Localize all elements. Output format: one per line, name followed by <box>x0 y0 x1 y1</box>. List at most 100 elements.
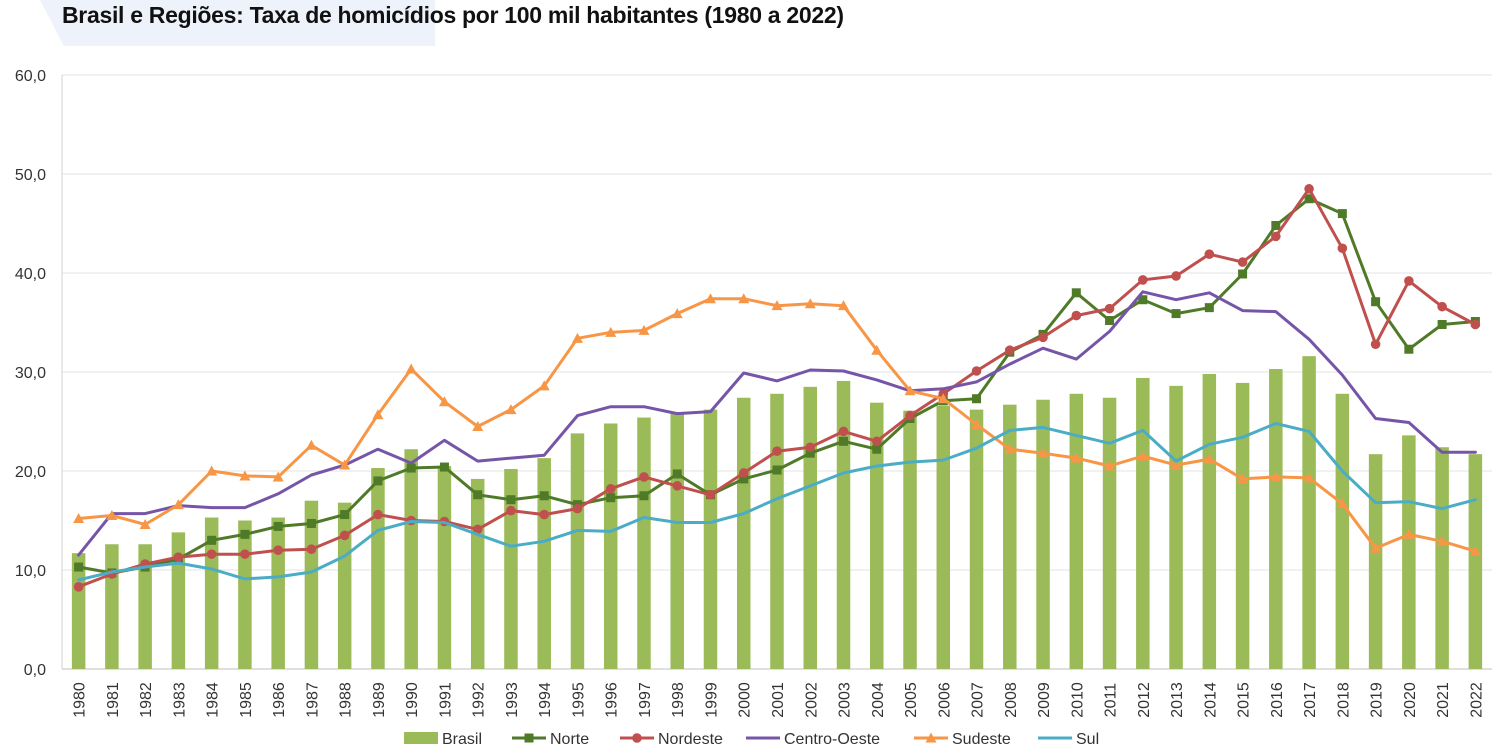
x-tick-label: 1996 <box>604 682 621 718</box>
point-sudeste <box>438 396 450 407</box>
point-norte <box>639 491 649 501</box>
point-norte <box>1337 209 1347 219</box>
point-sudeste <box>1270 471 1282 482</box>
x-tick-label: 1989 <box>371 682 388 718</box>
x-tick-label: 1993 <box>504 682 521 718</box>
x-tick-label: 2003 <box>837 682 854 718</box>
legend-label-norte: Norte <box>550 731 589 746</box>
point-nordeste <box>838 426 849 437</box>
x-tick-label: 1991 <box>437 682 454 718</box>
point-nordeste <box>1437 301 1447 312</box>
x-tick-label: 2010 <box>1069 682 1086 718</box>
point-norte <box>1437 319 1447 329</box>
bar-brasil <box>1302 356 1316 669</box>
point-sudeste <box>106 510 118 521</box>
point-sudeste <box>937 393 949 404</box>
point-nordeste <box>1470 319 1481 330</box>
point-nordeste <box>1370 339 1381 350</box>
point-nordeste <box>1138 275 1148 285</box>
point-nordeste <box>539 509 550 520</box>
x-tick-label: 1982 <box>138 682 155 718</box>
x-tick-label: 2022 <box>1468 682 1485 718</box>
point-sudeste <box>571 332 583 343</box>
bar-brasil <box>736 397 751 669</box>
point-sudeste <box>339 459 351 470</box>
bar-brasil <box>836 380 851 669</box>
point-norte <box>1071 288 1081 298</box>
bar-brasil <box>437 466 452 669</box>
point-sudeste <box>704 293 716 304</box>
point-sudeste <box>671 308 683 319</box>
bar-brasil <box>670 412 684 669</box>
point-sudeste <box>904 385 916 396</box>
x-tick-label: 1994 <box>537 682 554 718</box>
x-tick-label: 2015 <box>1236 682 1253 718</box>
bar-brasil <box>1335 393 1350 669</box>
legend-label-sul: Sul <box>1076 731 1099 746</box>
point-sudeste <box>139 518 151 529</box>
x-tick-label: 2009 <box>1036 682 1053 718</box>
point-sudeste <box>1170 459 1182 470</box>
legend-label-centro-oeste: Centro-Oeste <box>784 731 880 746</box>
point-sudeste <box>804 298 816 309</box>
bar-brasil <box>1102 397 1117 669</box>
point-norte <box>74 562 84 572</box>
bar-brasil <box>138 544 152 669</box>
point-sudeste <box>206 465 218 476</box>
x-tick-label: 2021 <box>1435 682 1452 718</box>
point-sudeste <box>1237 473 1249 484</box>
point-nordeste <box>705 489 716 500</box>
point-nordeste <box>273 545 283 555</box>
legend: Brasil Norte Nordeste Centro-Oeste Sudeste Su… <box>404 731 1099 746</box>
bar-brasil <box>271 517 285 669</box>
point-norte <box>506 495 516 505</box>
x-tick-label: 2019 <box>1369 682 1386 718</box>
point-sudeste <box>871 344 883 355</box>
y-tick-label: 20,0 <box>15 464 46 481</box>
point-nordeste <box>173 552 184 562</box>
point-sudeste <box>1336 498 1348 509</box>
point-norte <box>1105 316 1115 326</box>
bar-brasil <box>903 410 917 669</box>
legend-marker-norte <box>524 733 534 743</box>
point-sudeste <box>1037 447 1049 458</box>
bar-brasil <box>1468 454 1483 669</box>
point-norte <box>1404 344 1414 354</box>
x-tick-label: 2004 <box>870 682 887 718</box>
point-nordeste <box>506 505 516 516</box>
x-tick-label: 2005 <box>903 682 920 718</box>
point-sudeste <box>538 380 550 391</box>
point-nordeste <box>1337 243 1348 254</box>
point-nordeste <box>971 366 982 376</box>
point-nordeste <box>206 549 217 559</box>
point-nordeste <box>373 509 383 520</box>
x-tick-label: 2018 <box>1335 682 1352 718</box>
point-norte <box>839 436 849 446</box>
point-norte <box>1371 297 1381 307</box>
x-tick-label: 2002 <box>803 682 820 718</box>
point-norte <box>373 476 383 486</box>
bar-brasil <box>1136 377 1150 669</box>
point-norte <box>340 510 350 520</box>
x-tick-label: 1992 <box>471 682 488 718</box>
bar-brasil <box>371 468 385 669</box>
point-norte <box>606 493 616 503</box>
point-norte <box>972 394 982 404</box>
point-norte <box>1271 220 1281 230</box>
line-sul <box>77 422 1477 582</box>
y-axis-ticks: 0,0 10,0 20,0 30,0 40,0 50,0 60,0 <box>15 68 46 679</box>
bar-brasil <box>504 469 518 669</box>
x-tick-label: 1988 <box>338 682 355 718</box>
point-nordeste <box>1004 345 1015 356</box>
point-sudeste <box>971 418 983 429</box>
point-nordeste <box>73 582 84 592</box>
point-nordeste <box>1304 184 1314 194</box>
x-tick-label: 2008 <box>1003 682 1020 718</box>
point-nordeste <box>871 436 882 447</box>
point-nordeste <box>1271 231 1281 242</box>
point-sudeste <box>505 404 517 415</box>
point-norte <box>872 444 882 454</box>
x-tick-label: 1987 <box>304 682 321 718</box>
point-sudeste <box>838 300 850 311</box>
point-norte <box>805 448 815 458</box>
